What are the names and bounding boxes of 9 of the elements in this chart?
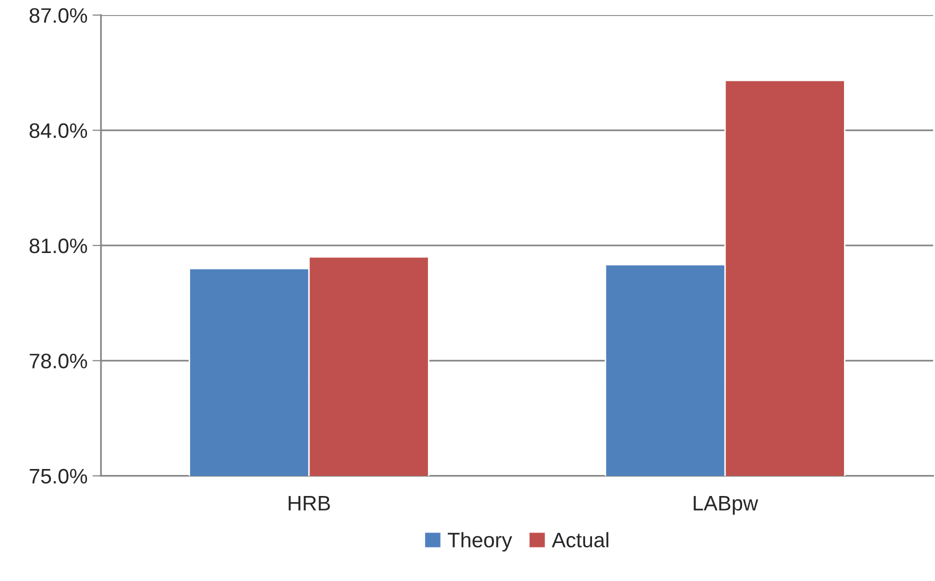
x-tick-label: HRB bbox=[288, 496, 330, 510]
y-tick-label: 84.0% bbox=[30, 123, 88, 138]
y-tick-label: 75.0% bbox=[30, 468, 88, 484]
y-tick-label: 87.0% bbox=[30, 8, 88, 23]
legend-label: Theory bbox=[448, 532, 512, 552]
y-tick-label: 81.0% bbox=[30, 238, 88, 254]
legend-label: Actual bbox=[552, 532, 608, 548]
x-tick-label: LABpw bbox=[694, 496, 758, 515]
y-tick-label: 78.0% bbox=[30, 354, 88, 368]
